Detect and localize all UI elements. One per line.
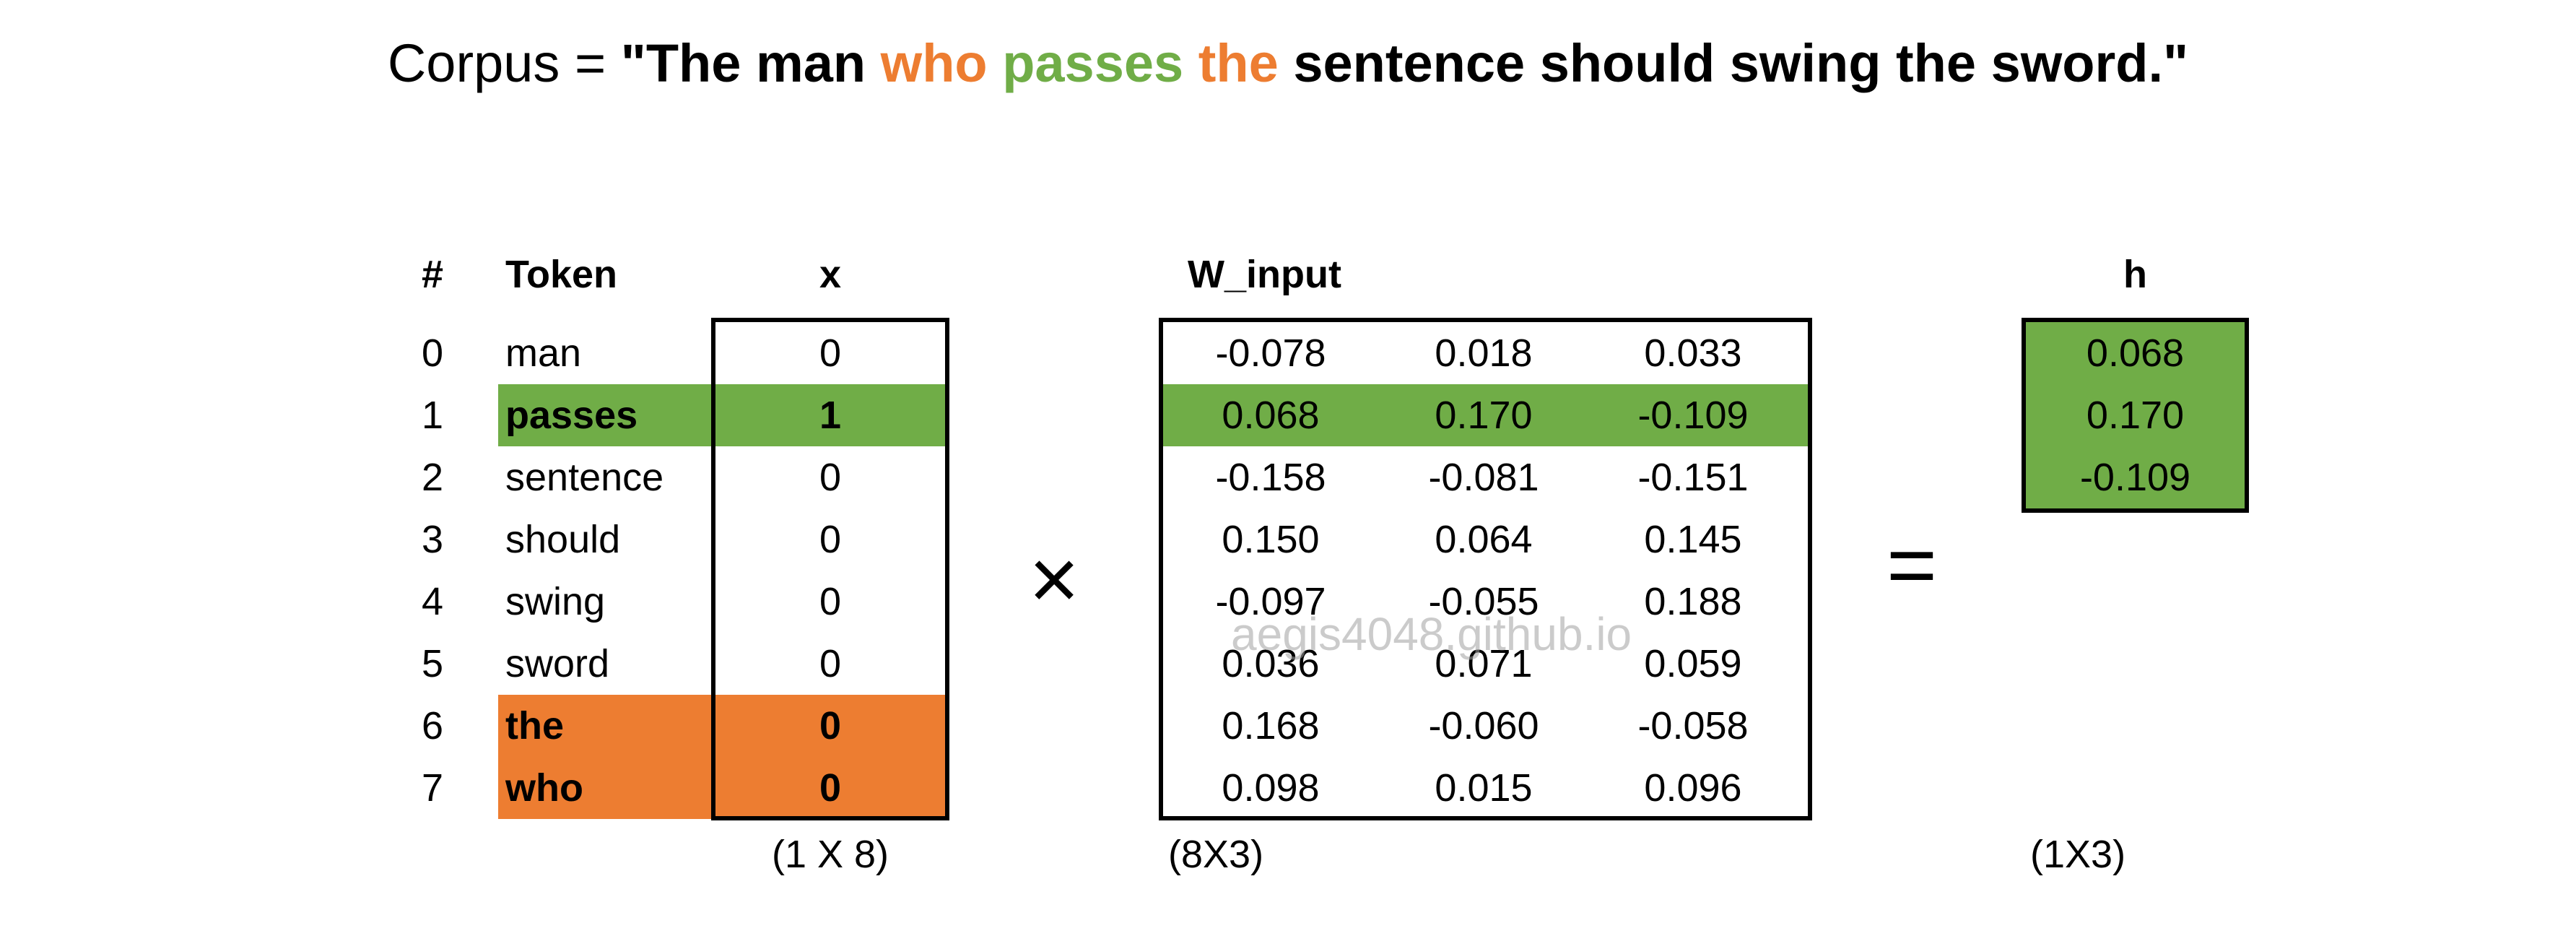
x-vector-box bbox=[711, 318, 949, 820]
x-value: 0 bbox=[819, 580, 842, 623]
corpus-sentence: "The man who passes the sentence should … bbox=[621, 33, 2188, 93]
row-index: 4 bbox=[422, 580, 444, 623]
w-input-value: -0.058 bbox=[1637, 704, 1749, 748]
w-input-value: 0.170 bbox=[1435, 394, 1533, 437]
row-token: the bbox=[505, 704, 564, 748]
w-input-value: -0.060 bbox=[1428, 704, 1539, 748]
w-input-value: 0.145 bbox=[1644, 518, 1742, 561]
w-input-value: -0.097 bbox=[1215, 580, 1326, 623]
context-word-highlight bbox=[498, 757, 949, 819]
row-token: who bbox=[505, 766, 583, 810]
w-input-value: 0.015 bbox=[1435, 766, 1533, 810]
row-index: 5 bbox=[422, 642, 444, 685]
corpus-segment-context: the bbox=[1198, 33, 1294, 93]
w-input-value: -0.078 bbox=[1215, 332, 1326, 375]
h-dimension: (1X3) bbox=[2030, 833, 2126, 876]
row-index: 1 bbox=[422, 394, 444, 437]
watermark: aegis4048.github.io bbox=[1231, 608, 1632, 660]
x-value: 0 bbox=[819, 456, 842, 499]
equals-operator: = bbox=[1886, 516, 1938, 613]
row-index: 0 bbox=[422, 332, 444, 375]
w-input-value: 0.150 bbox=[1222, 518, 1320, 561]
corpus-title: Corpus = "The man who passes the sentenc… bbox=[0, 27, 2576, 100]
context-word-highlight bbox=[498, 695, 949, 757]
x-value: 0 bbox=[819, 332, 842, 375]
corpus-segment-context: who bbox=[880, 33, 1003, 93]
x-value: 0 bbox=[819, 704, 842, 748]
w-input-value: -0.055 bbox=[1428, 580, 1539, 623]
w-input-value: 0.188 bbox=[1644, 580, 1742, 623]
row-index: 2 bbox=[422, 456, 444, 499]
x-value: 0 bbox=[819, 518, 842, 561]
w-input-value: 0.071 bbox=[1435, 642, 1533, 685]
row-token: sword bbox=[505, 642, 610, 685]
corpus-segment: sentence should swing the sword." bbox=[1293, 33, 2189, 93]
x-value: 0 bbox=[819, 642, 842, 685]
multiply-operator: × bbox=[1028, 531, 1080, 628]
w-input-value: 0.068 bbox=[1222, 394, 1320, 437]
w-input-value: 0.168 bbox=[1222, 704, 1320, 748]
row-token: passes bbox=[505, 394, 638, 437]
x-dimension: (1 X 8) bbox=[771, 833, 889, 876]
w-input-value: 0.059 bbox=[1644, 642, 1742, 685]
w-input-value: -0.158 bbox=[1215, 456, 1326, 499]
row-index: 3 bbox=[422, 518, 444, 561]
h-value: 0.170 bbox=[2086, 394, 2185, 437]
w-input-value: -0.081 bbox=[1428, 456, 1539, 499]
w-input-matrix-box bbox=[1159, 318, 1812, 820]
header-h: h bbox=[2123, 253, 2147, 296]
corpus-prefix: Corpus = bbox=[387, 33, 621, 93]
w-input-value: 0.036 bbox=[1222, 642, 1320, 685]
row-token: should bbox=[505, 518, 621, 561]
h-value: -0.109 bbox=[2079, 456, 2191, 499]
row-token: man bbox=[505, 332, 582, 375]
w-input-value: 0.098 bbox=[1222, 766, 1320, 810]
w-input-value: -0.151 bbox=[1637, 456, 1749, 499]
x-value: 0 bbox=[819, 766, 842, 810]
header-index: # bbox=[422, 253, 444, 296]
w-input-value: 0.064 bbox=[1435, 518, 1533, 561]
h-vector-fill bbox=[2025, 322, 2245, 508]
w-input-value: 0.018 bbox=[1435, 332, 1533, 375]
w-input-value: -0.109 bbox=[1637, 394, 1749, 437]
header-x: x bbox=[819, 253, 842, 296]
corpus-segment: "The man bbox=[620, 33, 881, 93]
h-vector-box bbox=[2022, 318, 2249, 513]
x-value: 1 bbox=[819, 394, 842, 437]
w-input-value: 0.096 bbox=[1644, 766, 1742, 810]
target-word-highlight bbox=[498, 384, 949, 446]
row-token: sentence bbox=[505, 456, 664, 499]
row-token: swing bbox=[505, 580, 606, 623]
h-value: 0.068 bbox=[2086, 332, 2185, 375]
row-index: 6 bbox=[422, 704, 444, 748]
w-input-row-highlight bbox=[1159, 384, 1812, 446]
corpus-segment-target: passes bbox=[1002, 33, 1198, 93]
header-token: Token bbox=[505, 253, 618, 296]
header-w-input: W_input bbox=[1188, 253, 1341, 296]
w-input-value: 0.033 bbox=[1644, 332, 1742, 375]
w-input-dimension: (8X3) bbox=[1168, 833, 1264, 876]
row-index: 7 bbox=[422, 766, 444, 810]
